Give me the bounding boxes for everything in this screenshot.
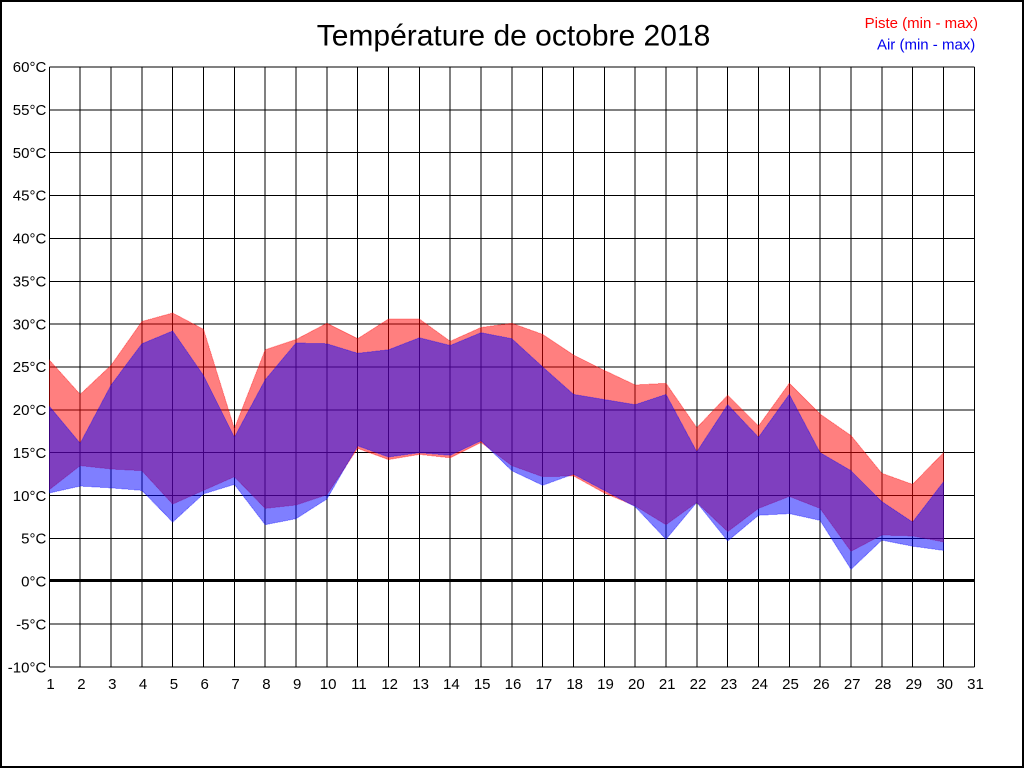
svg-text:20°C: 20°C	[13, 402, 47, 419]
svg-text:15°C: 15°C	[13, 445, 47, 462]
svg-text:-10°C: -10°C	[8, 659, 47, 676]
svg-text:35°C: 35°C	[13, 274, 47, 291]
svg-text:Air (min - max): Air (min - max)	[877, 37, 975, 54]
svg-text:8: 8	[262, 676, 270, 693]
svg-text:Température de octobre 2018: Température de octobre 2018	[317, 20, 711, 53]
svg-text:25: 25	[782, 676, 799, 693]
svg-text:11: 11	[351, 676, 367, 693]
svg-text:60°C: 60°C	[13, 59, 47, 76]
svg-text:19: 19	[597, 676, 614, 693]
svg-text:18: 18	[566, 676, 583, 693]
svg-text:25°C: 25°C	[13, 359, 47, 376]
svg-text:55°C: 55°C	[13, 102, 47, 119]
svg-text:9: 9	[293, 676, 301, 693]
svg-text:31: 31	[967, 676, 984, 693]
svg-text:29: 29	[905, 676, 922, 693]
svg-text:26: 26	[813, 676, 830, 693]
svg-text:20: 20	[628, 676, 645, 693]
svg-text:1: 1	[46, 676, 54, 693]
svg-text:5: 5	[170, 676, 178, 693]
svg-text:14: 14	[443, 676, 460, 693]
svg-text:10: 10	[320, 676, 337, 693]
svg-text:50°C: 50°C	[13, 145, 47, 162]
svg-text:4: 4	[139, 676, 147, 693]
svg-text:5°C: 5°C	[21, 531, 46, 548]
svg-text:30: 30	[936, 676, 953, 693]
svg-text:27: 27	[844, 676, 861, 693]
svg-text:12: 12	[381, 676, 398, 693]
svg-text:15: 15	[474, 676, 491, 693]
svg-text:24: 24	[751, 676, 768, 693]
svg-text:Piste (min - max): Piste (min - max)	[865, 15, 978, 32]
svg-text:10°C: 10°C	[13, 488, 47, 505]
svg-text:40°C: 40°C	[13, 231, 47, 248]
svg-text:16: 16	[505, 676, 522, 693]
svg-text:21: 21	[659, 676, 676, 693]
svg-text:3: 3	[108, 676, 116, 693]
svg-text:22: 22	[690, 676, 707, 693]
svg-text:23: 23	[721, 676, 738, 693]
svg-text:13: 13	[412, 676, 429, 693]
svg-text:6: 6	[201, 676, 209, 693]
svg-text:28: 28	[875, 676, 892, 693]
svg-text:7: 7	[231, 676, 239, 693]
svg-text:30°C: 30°C	[13, 316, 47, 333]
svg-text:45°C: 45°C	[13, 188, 47, 205]
svg-text:17: 17	[536, 676, 553, 693]
svg-text:-5°C: -5°C	[16, 616, 46, 633]
svg-text:2: 2	[77, 676, 85, 693]
svg-text:0°C: 0°C	[21, 574, 46, 591]
